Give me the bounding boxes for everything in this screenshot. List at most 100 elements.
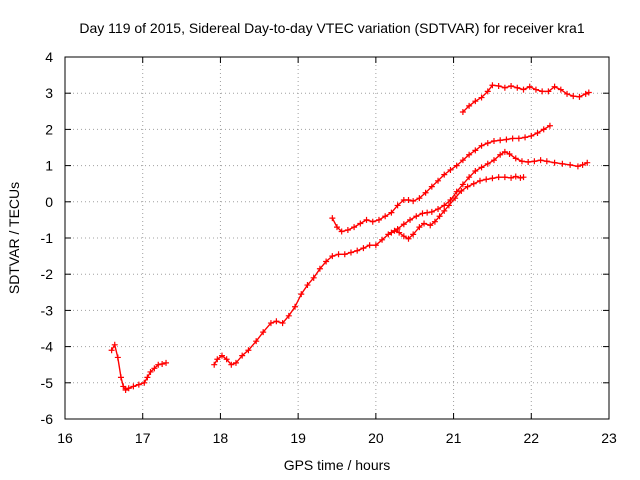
data-point-marker [478,142,485,149]
data-point-marker [366,242,373,249]
data-point-marker [130,383,137,390]
data-point-marker [506,151,513,158]
data-point-marker [344,227,351,234]
y-tick-label: -1 [41,230,54,246]
data-point-marker [585,89,592,96]
data-point-marker [422,189,429,196]
data-point-marker [501,174,508,181]
data-point-marker [453,162,460,169]
data-point-marker [218,352,225,359]
data-point-marker [375,216,382,223]
x-tick-label: 21 [446,430,462,446]
data-point-marker [363,216,370,223]
data-point-marker [428,183,435,190]
data-point-marker [416,195,423,202]
data-point-marker [436,213,443,220]
data-point-marker [354,247,361,254]
data-point-marker [576,93,583,100]
plot-frame [64,56,610,420]
data-point-marker [214,356,221,363]
data-point-marker [421,220,428,227]
series-trace-3 [331,125,551,233]
data-point-marker [490,157,497,164]
data-point-marker [526,83,533,90]
data-point-marker [117,374,124,381]
data-point-marker [163,359,170,366]
data-point-marker [584,159,591,166]
x-tick-label: 19 [290,430,306,446]
data-point-marker [441,171,448,178]
data-point-marker [341,251,348,258]
data-point-marker [416,224,423,231]
data-point-marker [304,282,311,289]
x-tick-label: 20 [368,430,384,446]
data-point-marker [478,94,485,101]
data-point-marker [525,158,532,165]
x-tick-label: 18 [213,430,229,446]
data-point-marker [543,158,550,165]
data-point-marker [459,109,466,116]
y-tick-label: -2 [41,266,54,282]
data-point-marker [512,173,519,180]
data-point-marker [114,354,121,361]
data-point-marker [490,137,497,144]
data-point-marker [546,122,553,129]
data-point-marker [464,183,471,190]
data-point-marker [147,368,154,375]
y-tick-label: -3 [41,302,54,318]
data-point-marker [396,229,403,236]
data-point-marker [431,218,438,225]
data-point-marker [151,365,158,372]
data-point-marker [472,147,479,154]
data-point-marker [141,379,148,386]
data-point-marker [466,151,473,158]
data-point-marker [111,341,118,348]
data-point-marker [489,82,496,89]
data-point-marker [419,210,426,217]
data-point-marker [512,155,519,162]
data-point-marker [478,164,485,171]
data-point-marker [144,374,151,381]
data-point-marker [582,90,589,97]
data-point-marker [517,174,524,181]
data-point-marker [388,209,395,216]
data-point-marker [447,166,454,173]
data-point-marker [531,158,538,165]
data-point-marker [522,134,529,141]
data-point-marker [484,88,491,95]
y-tick-label: -4 [41,339,54,355]
data-point-marker [239,352,246,359]
data-point-marker [385,231,392,238]
data-point-marker [407,216,414,223]
data-point-marker [335,251,342,258]
data-point-marker [495,82,502,89]
y-axis-label: SDTVAR / TECUs [6,182,22,294]
series-trace-2 [213,175,524,366]
data-point-marker [329,215,336,222]
data-point-marker [310,274,317,281]
y-tick-label: -6 [41,411,54,427]
data-point-marker [285,312,292,319]
data-point-marker [369,218,376,225]
data-point-marker [551,83,558,90]
data-point-marker [232,359,239,366]
data-point-marker [323,258,330,265]
data-point-marker [518,158,525,165]
data-point-marker [441,207,448,214]
data-point-marker [476,177,483,184]
data-point-marker [400,233,407,240]
data-point-marker [135,381,142,388]
data-point-marker [120,383,127,390]
data-point-marker [472,98,479,105]
data-point-marker [267,320,274,327]
data-point-marker [509,135,516,142]
data-point-marker [155,361,162,368]
data-point-marker [351,224,358,231]
data-point-marker [520,86,527,93]
x-tick-label: 16 [57,430,73,446]
data-point-marker [503,136,510,143]
data-point-marker [125,385,132,392]
data-point-marker [453,188,460,195]
y-tick-label: 3 [45,85,53,101]
